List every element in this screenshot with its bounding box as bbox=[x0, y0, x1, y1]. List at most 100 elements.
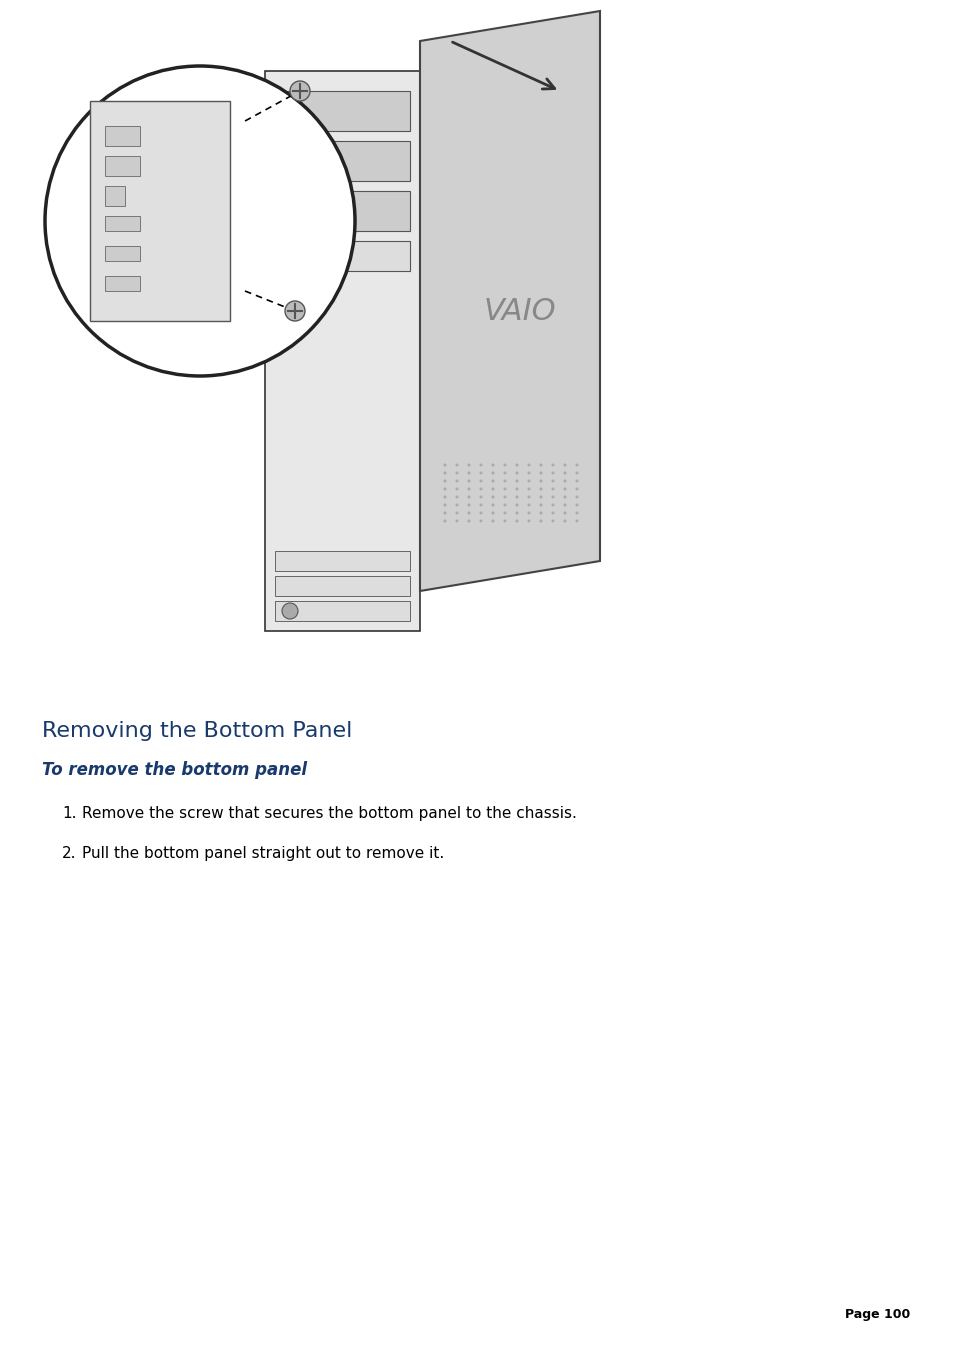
Polygon shape bbox=[265, 72, 419, 631]
Circle shape bbox=[503, 480, 506, 482]
Polygon shape bbox=[105, 126, 140, 146]
Circle shape bbox=[551, 480, 554, 482]
Circle shape bbox=[563, 471, 566, 474]
Circle shape bbox=[539, 471, 542, 474]
Circle shape bbox=[443, 471, 446, 474]
Circle shape bbox=[563, 504, 566, 507]
Polygon shape bbox=[274, 91, 410, 131]
Circle shape bbox=[515, 496, 518, 499]
Circle shape bbox=[479, 471, 482, 474]
Circle shape bbox=[503, 496, 506, 499]
Text: Removing the Bottom Panel: Removing the Bottom Panel bbox=[42, 721, 352, 740]
Circle shape bbox=[443, 496, 446, 499]
Circle shape bbox=[551, 471, 554, 474]
Circle shape bbox=[285, 301, 305, 322]
Circle shape bbox=[455, 504, 458, 507]
Circle shape bbox=[503, 471, 506, 474]
Circle shape bbox=[575, 496, 578, 499]
Text: Remove the screw that secures the bottom panel to the chassis.: Remove the screw that secures the bottom… bbox=[82, 807, 577, 821]
Circle shape bbox=[467, 504, 470, 507]
Circle shape bbox=[527, 496, 530, 499]
Circle shape bbox=[551, 512, 554, 515]
Circle shape bbox=[467, 488, 470, 490]
Polygon shape bbox=[105, 216, 140, 231]
Circle shape bbox=[455, 496, 458, 499]
Circle shape bbox=[539, 512, 542, 515]
Polygon shape bbox=[274, 141, 410, 181]
Circle shape bbox=[503, 504, 506, 507]
Circle shape bbox=[551, 520, 554, 523]
Circle shape bbox=[455, 520, 458, 523]
Text: To remove the bottom panel: To remove the bottom panel bbox=[42, 761, 307, 780]
Circle shape bbox=[575, 488, 578, 490]
Circle shape bbox=[563, 512, 566, 515]
Polygon shape bbox=[105, 186, 125, 205]
Circle shape bbox=[551, 463, 554, 466]
Circle shape bbox=[455, 480, 458, 482]
Circle shape bbox=[515, 520, 518, 523]
Circle shape bbox=[515, 504, 518, 507]
Circle shape bbox=[503, 463, 506, 466]
Circle shape bbox=[503, 512, 506, 515]
Circle shape bbox=[527, 504, 530, 507]
Circle shape bbox=[527, 488, 530, 490]
Circle shape bbox=[515, 471, 518, 474]
Circle shape bbox=[290, 81, 310, 101]
Circle shape bbox=[563, 520, 566, 523]
Polygon shape bbox=[419, 11, 599, 590]
Circle shape bbox=[443, 504, 446, 507]
Circle shape bbox=[443, 463, 446, 466]
Circle shape bbox=[527, 471, 530, 474]
Circle shape bbox=[467, 496, 470, 499]
Circle shape bbox=[491, 512, 494, 515]
Circle shape bbox=[575, 480, 578, 482]
Circle shape bbox=[515, 463, 518, 466]
Text: Page 100: Page 100 bbox=[843, 1308, 909, 1321]
Circle shape bbox=[575, 520, 578, 523]
Circle shape bbox=[491, 471, 494, 474]
Circle shape bbox=[443, 512, 446, 515]
Circle shape bbox=[443, 520, 446, 523]
Polygon shape bbox=[274, 190, 410, 231]
Text: 1.: 1. bbox=[62, 807, 76, 821]
Polygon shape bbox=[90, 101, 230, 322]
Circle shape bbox=[551, 496, 554, 499]
Circle shape bbox=[467, 463, 470, 466]
Circle shape bbox=[527, 520, 530, 523]
Circle shape bbox=[455, 512, 458, 515]
Circle shape bbox=[479, 488, 482, 490]
Circle shape bbox=[551, 504, 554, 507]
Circle shape bbox=[539, 504, 542, 507]
Circle shape bbox=[539, 463, 542, 466]
Circle shape bbox=[575, 471, 578, 474]
Circle shape bbox=[563, 496, 566, 499]
Circle shape bbox=[467, 520, 470, 523]
Circle shape bbox=[455, 471, 458, 474]
Circle shape bbox=[467, 480, 470, 482]
Text: 2.: 2. bbox=[62, 846, 76, 861]
Circle shape bbox=[491, 504, 494, 507]
Circle shape bbox=[443, 480, 446, 482]
Circle shape bbox=[575, 512, 578, 515]
Circle shape bbox=[527, 512, 530, 515]
Circle shape bbox=[551, 488, 554, 490]
Circle shape bbox=[479, 463, 482, 466]
Polygon shape bbox=[105, 155, 140, 176]
Circle shape bbox=[467, 471, 470, 474]
Circle shape bbox=[479, 520, 482, 523]
Polygon shape bbox=[274, 576, 410, 596]
Circle shape bbox=[491, 520, 494, 523]
Circle shape bbox=[491, 496, 494, 499]
Circle shape bbox=[515, 512, 518, 515]
Polygon shape bbox=[274, 240, 410, 272]
Polygon shape bbox=[274, 601, 410, 621]
Circle shape bbox=[455, 488, 458, 490]
Circle shape bbox=[515, 480, 518, 482]
Circle shape bbox=[575, 504, 578, 507]
Circle shape bbox=[563, 463, 566, 466]
Polygon shape bbox=[105, 246, 140, 261]
Circle shape bbox=[491, 463, 494, 466]
Polygon shape bbox=[274, 551, 410, 571]
Circle shape bbox=[467, 512, 470, 515]
Polygon shape bbox=[105, 276, 140, 290]
